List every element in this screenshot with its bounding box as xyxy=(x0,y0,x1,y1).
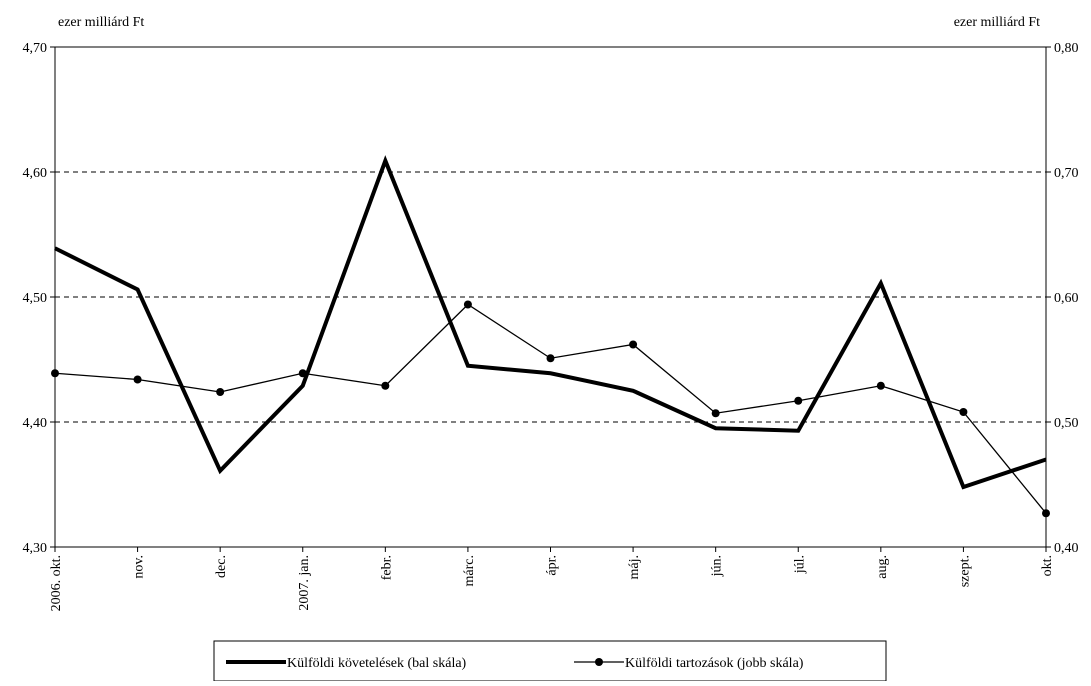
gridlines xyxy=(55,171,1046,423)
x-category-label: nov. xyxy=(132,555,147,579)
x-category-label: júl. xyxy=(792,555,807,574)
liabilities-point xyxy=(1042,509,1050,518)
x-category-label: febr. xyxy=(379,555,394,580)
liabilities-point xyxy=(711,409,720,418)
x-category-label: ápr. xyxy=(545,555,560,576)
liabilities-point xyxy=(546,354,555,363)
series-line-liabilities xyxy=(54,303,1047,514)
left-axis-ticks: 4,30 4,40 4,50 4,60 4,70 xyxy=(23,41,55,556)
right-tick-label: 0,40 xyxy=(1054,541,1079,556)
liabilities-point xyxy=(876,381,885,390)
left-tick-label: 4,30 xyxy=(23,541,48,556)
legend-label-receivables: Külföldi követelések (bal skála) xyxy=(287,656,467,671)
liabilities-point xyxy=(298,369,307,378)
left-tick-label: 4,50 xyxy=(23,291,48,306)
left-tick-label: 4,60 xyxy=(23,166,48,181)
x-category-label: márc. xyxy=(462,555,477,586)
x-category-label: 2007. jan. xyxy=(297,555,312,611)
series-line-receivables xyxy=(54,155,1047,490)
right-tick-label: 0,70 xyxy=(1054,166,1079,181)
x-category-label: aug. xyxy=(875,555,890,579)
x-category-label: szept. xyxy=(957,555,972,587)
legend: Külföldi követelések (bal skála) Külföld… xyxy=(213,640,887,682)
liabilities-point xyxy=(463,300,472,309)
liabilities-point xyxy=(216,388,225,396)
liabilities-point xyxy=(959,408,968,416)
liabilities-point xyxy=(629,340,638,349)
liabilities-point xyxy=(381,381,390,390)
legend-label-liabilities: Külföldi tartozások (jobb skála) xyxy=(625,656,804,671)
left-axis-unit-label: ezer milliárd Ft xyxy=(58,15,144,30)
liabilities-point xyxy=(794,396,803,405)
right-axis-unit-label: ezer milliárd Ft xyxy=(954,15,1040,30)
x-category-label: máj. xyxy=(627,555,642,580)
left-tick-label: 4,40 xyxy=(23,416,48,431)
right-tick-label: 0,50 xyxy=(1054,416,1079,431)
right-tick-label: 0,60 xyxy=(1054,291,1079,306)
right-tick-label: 0,80 xyxy=(1054,41,1079,56)
x-category-label: okt. xyxy=(1040,555,1055,576)
series-layer xyxy=(51,155,1050,518)
left-tick-label: 4,70 xyxy=(23,41,48,56)
right-axis-ticks: 0,40 0,50 0,60 0,70 0,80 xyxy=(1046,41,1079,556)
x-axis-ticks: 2006. okt. nov. dec. 2007. jan. febr. márc. áp… xyxy=(49,547,1055,611)
x-category-label: dec. xyxy=(214,555,229,578)
legend-marker-liabilities xyxy=(595,658,603,666)
x-category-label: 2006. okt. xyxy=(49,555,64,611)
x-category-label: jún. xyxy=(710,555,725,577)
liabilities-point xyxy=(51,369,59,378)
liabilities-point xyxy=(133,375,142,384)
